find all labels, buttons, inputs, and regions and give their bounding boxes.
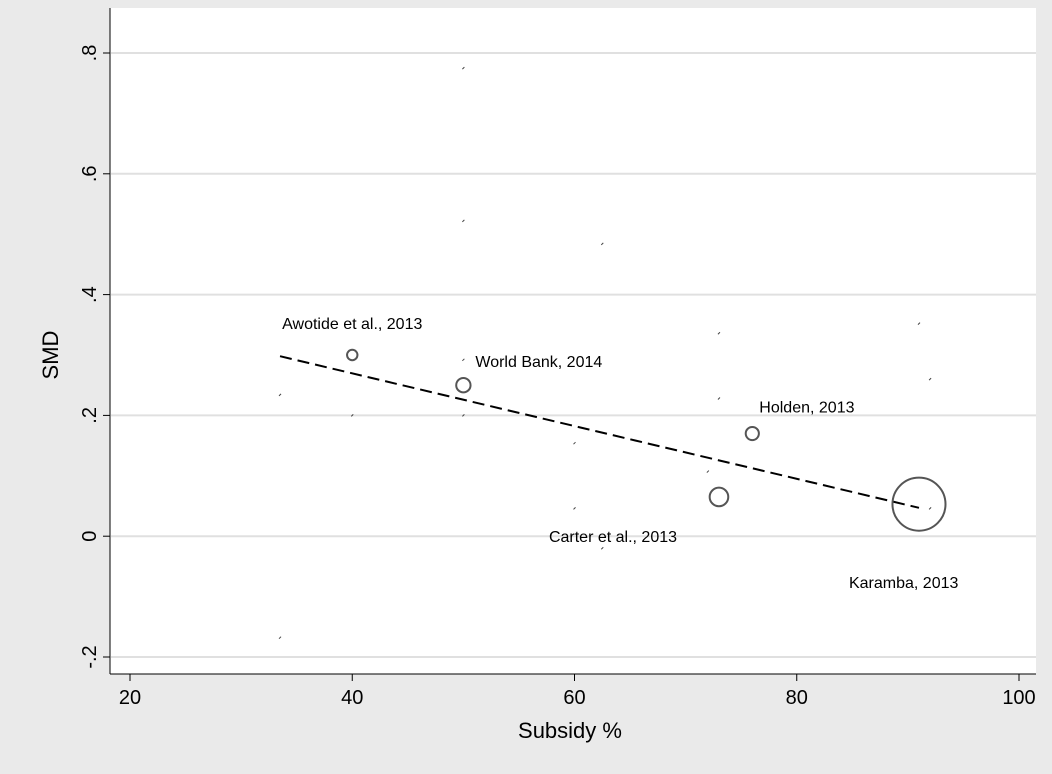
minor-mark	[278, 636, 282, 640]
data-point	[891, 476, 947, 532]
minor-mark	[717, 397, 721, 400]
minor-marks	[278, 66, 932, 640]
y-tick-label: 0	[79, 531, 101, 542]
x-tick-label: 60	[563, 687, 585, 709]
minor-mark	[717, 331, 721, 335]
y-tick-label: .4	[79, 286, 101, 303]
data-point	[708, 486, 730, 508]
data-point	[744, 425, 760, 442]
minor-mark	[706, 470, 710, 473]
minor-mark	[462, 219, 465, 223]
minor-mark	[600, 242, 604, 246]
minor-mark	[573, 507, 576, 510]
data-point	[455, 377, 472, 394]
minor-mark	[462, 358, 465, 362]
fit-line	[279, 355, 920, 509]
y-tick-label: .8	[79, 45, 101, 62]
x-tick-label: 40	[341, 687, 363, 709]
y-tick-label: .2	[79, 407, 101, 424]
point-label: World Bank, 2014	[475, 354, 602, 371]
x-tick-label: 80	[786, 687, 808, 709]
y-tick-label: -.2	[79, 645, 101, 668]
y-tick-label: .6	[79, 165, 101, 182]
y-axis-ticks: -.2 0 .2 .4 .6 .8	[79, 45, 110, 669]
x-axis-title: Subsidy %	[518, 718, 622, 743]
gridlines	[111, 52, 1036, 658]
fit-line-group	[279, 355, 920, 509]
data-point	[346, 348, 359, 362]
point-labels: Awotide et al., 2013 World Bank, 2014 Hold…	[282, 316, 958, 592]
x-axis-ticks: 20 40 60 80 100	[119, 674, 1036, 709]
minor-mark	[573, 441, 576, 445]
minor-mark	[600, 546, 604, 550]
point-label: Carter et al., 2013	[549, 529, 677, 546]
minor-mark	[917, 322, 921, 325]
point-label: Holden, 2013	[759, 400, 854, 417]
x-tick-label: 100	[1002, 687, 1035, 709]
minor-mark	[928, 377, 932, 381]
point-label: Karamba, 2013	[849, 575, 959, 592]
x-tick-label: 20	[119, 687, 141, 709]
axes	[109, 8, 1036, 675]
minor-mark	[350, 414, 354, 417]
minor-mark	[462, 66, 465, 70]
minor-mark	[278, 393, 282, 397]
plot-area	[110, 8, 1036, 674]
data-points	[346, 348, 947, 532]
y-axis-title: SMD	[38, 331, 63, 380]
minor-mark	[928, 507, 932, 510]
point-label: Awotide et al., 2013	[282, 316, 422, 333]
minor-mark	[462, 414, 465, 417]
